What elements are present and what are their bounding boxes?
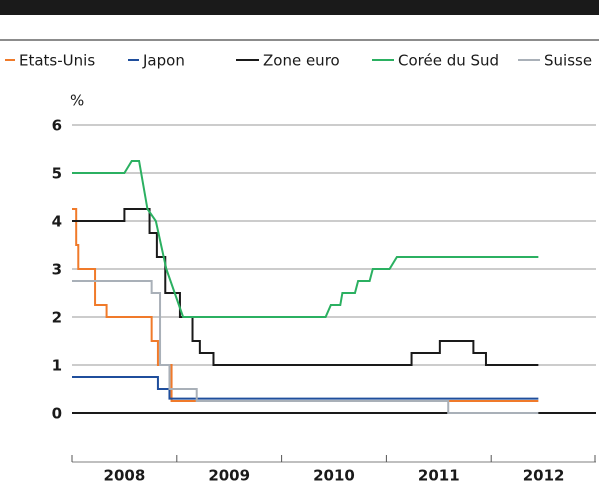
x-tick-label: 2010 bbox=[313, 467, 355, 485]
x-tick-label: 2011 bbox=[418, 467, 460, 485]
x-tick-label: 2012 bbox=[523, 467, 565, 485]
legend-label: Corée du Sud bbox=[398, 52, 499, 70]
legend-label: Zone euro bbox=[263, 52, 340, 70]
series-line bbox=[72, 160, 539, 318]
x-tick-label: 2009 bbox=[208, 467, 250, 485]
y-unit: % bbox=[70, 92, 84, 110]
y-tick-label: 6 bbox=[52, 117, 62, 135]
series-line bbox=[72, 208, 539, 366]
x-tick-label: 2008 bbox=[104, 467, 146, 485]
series-line bbox=[72, 376, 539, 400]
y-tick-label: 5 bbox=[52, 165, 62, 183]
legend-label: Suisse bbox=[544, 52, 592, 70]
y-tick-label: 2 bbox=[52, 309, 62, 327]
y-tick-label: 1 bbox=[52, 357, 62, 375]
legend-label: Japon bbox=[142, 52, 185, 70]
series-line bbox=[72, 208, 539, 402]
top-bar bbox=[0, 0, 599, 15]
series-line bbox=[72, 280, 539, 414]
y-tick-label: 0 bbox=[52, 405, 62, 423]
y-tick-label: 3 bbox=[52, 261, 62, 279]
y-tick-label: 4 bbox=[52, 213, 62, 231]
legend-label: Etats-Unis bbox=[19, 52, 95, 70]
